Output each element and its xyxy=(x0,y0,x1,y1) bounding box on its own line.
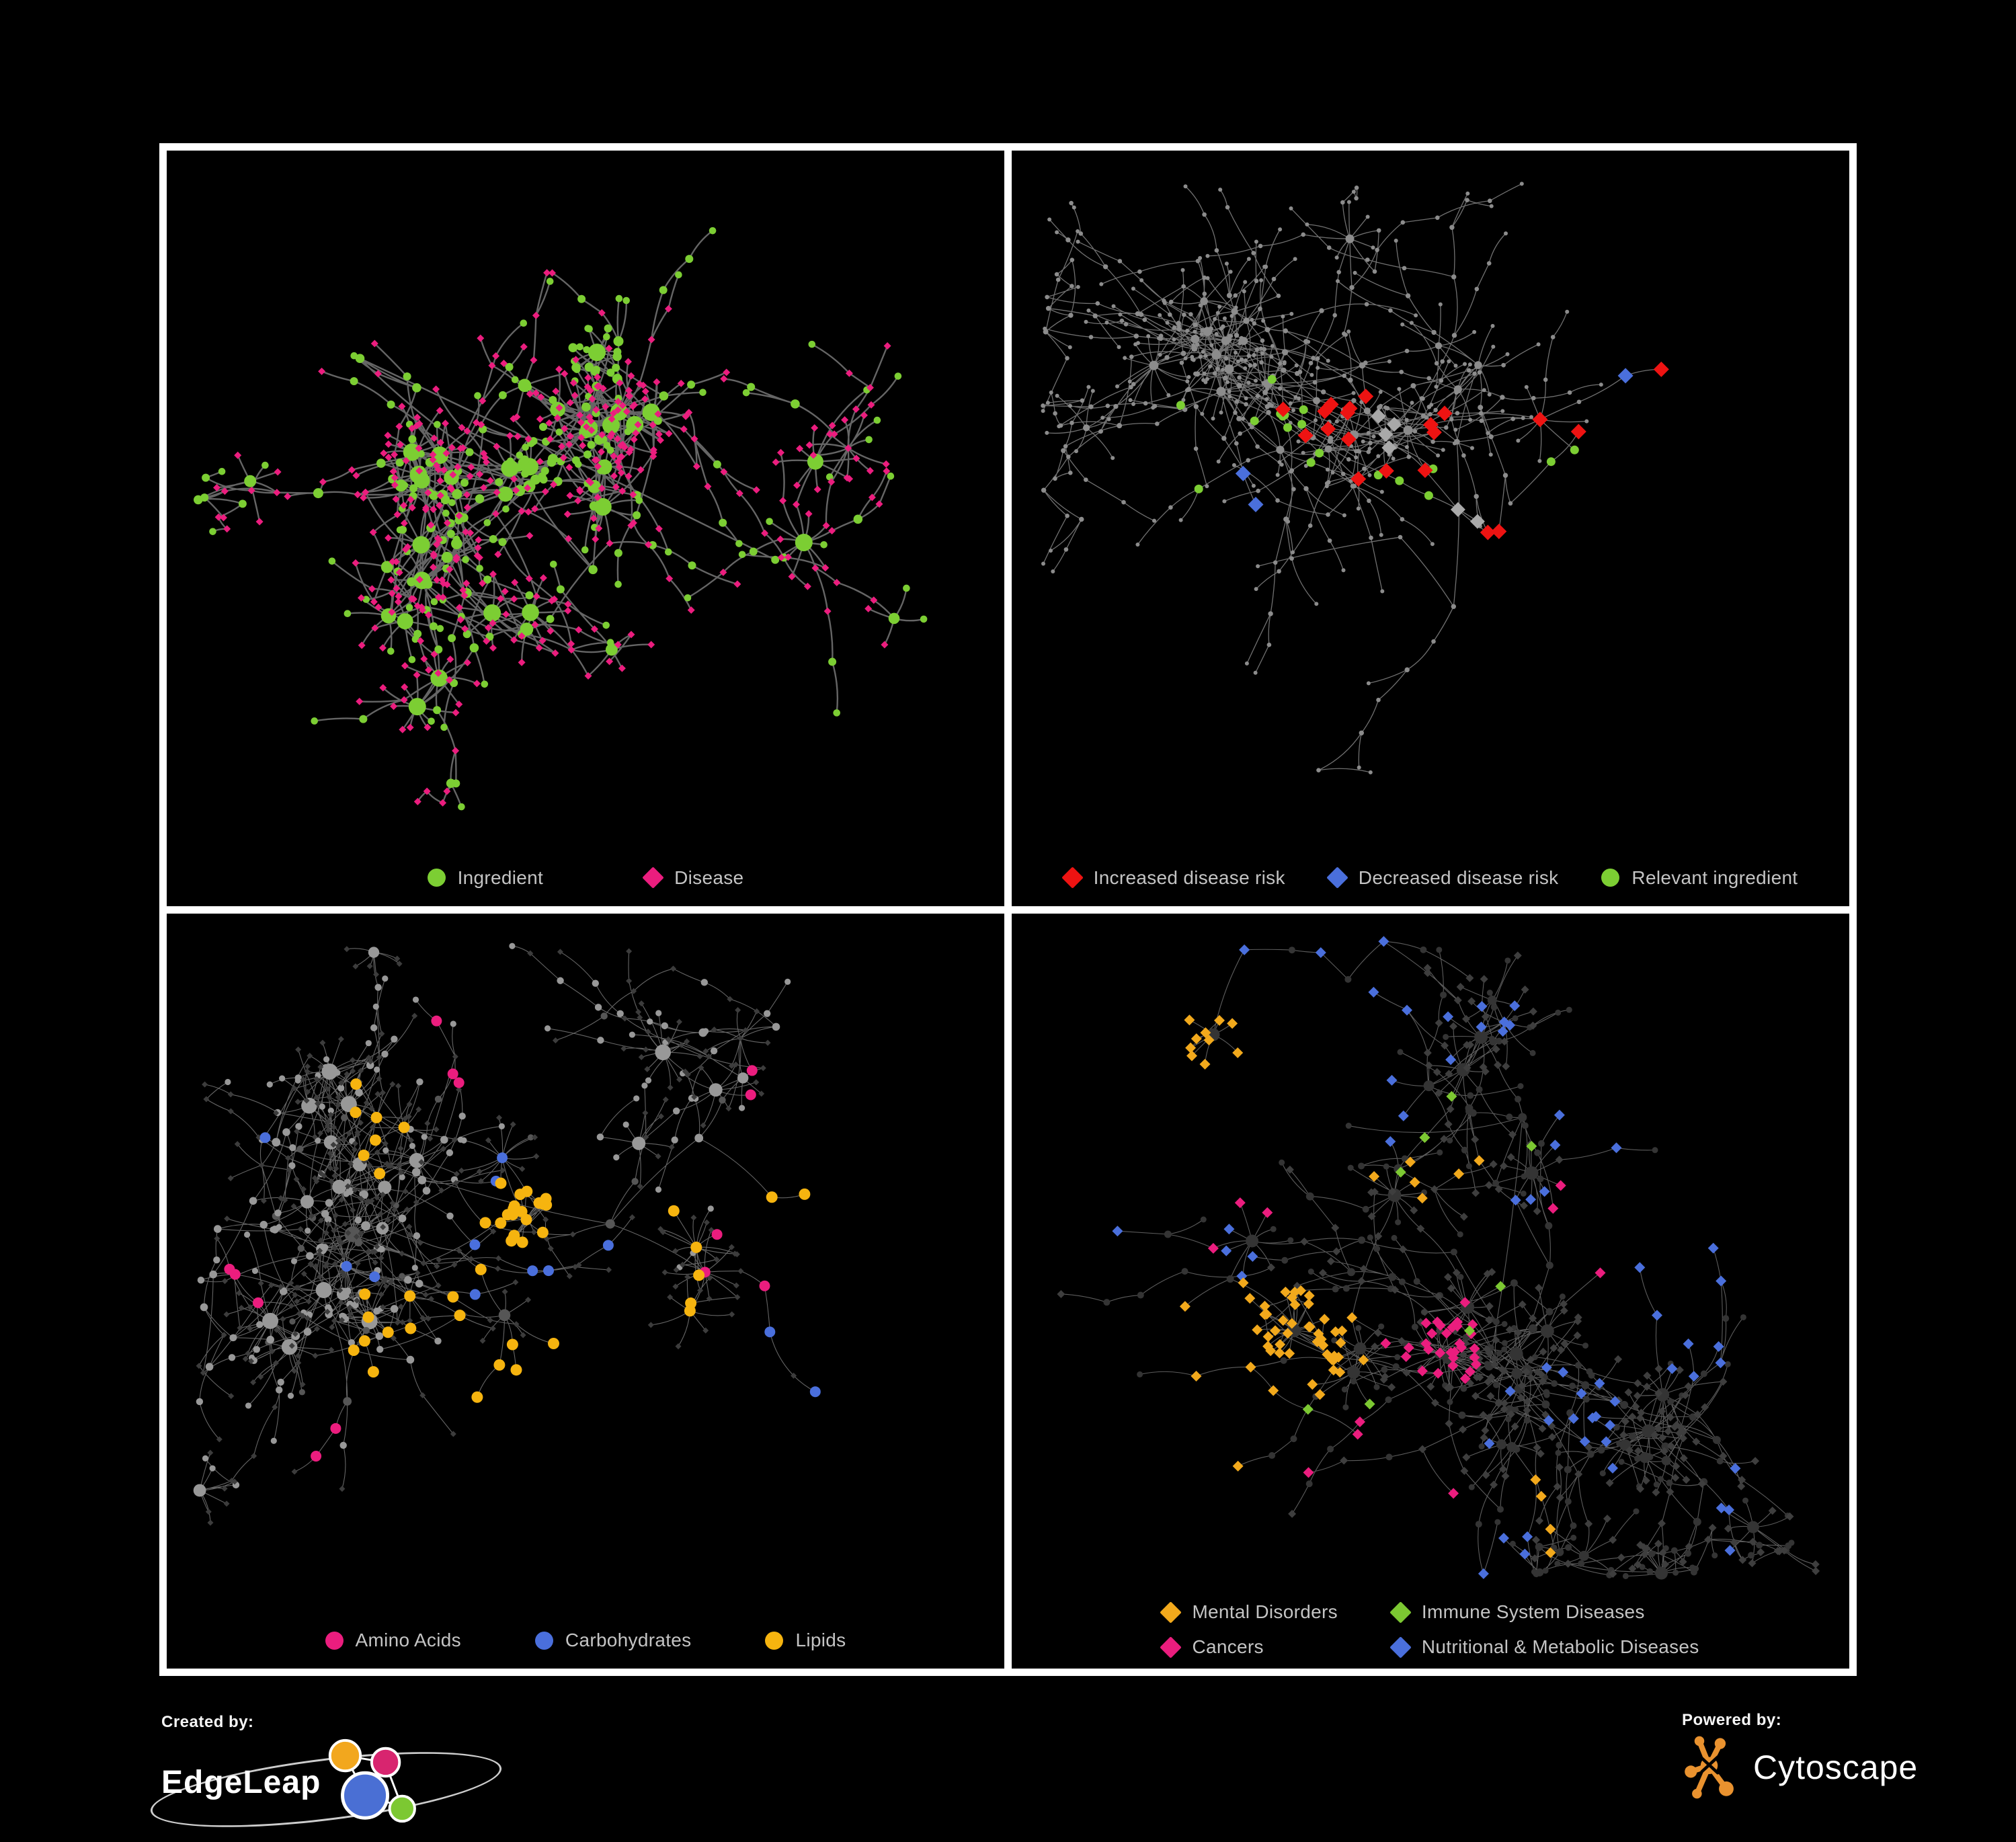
immune-system-marker-icon xyxy=(1389,1601,1412,1624)
nutritional-metabolic-marker-icon xyxy=(1389,1636,1412,1658)
panel-ingredient-classes: Amino Acids Carbohydrates Lipids xyxy=(167,913,1004,1669)
legend-item-mental-disorders: Mental Disorders xyxy=(1160,1601,1338,1624)
legend-label: Immune System Diseases xyxy=(1421,1601,1645,1622)
cancers-marker-icon xyxy=(1160,1636,1182,1658)
legend-ingredient-classes: Amino Acids Carbohydrates Lipids xyxy=(167,1630,1004,1651)
created-by-label: Created by: xyxy=(161,1713,254,1731)
legend-item-immune-system: Immune System Diseases xyxy=(1389,1601,1699,1624)
edgeleap-node-orange xyxy=(329,1738,362,1773)
legend-label: Mental Disorders xyxy=(1192,1601,1338,1622)
edgeleap-node-blue xyxy=(341,1771,390,1820)
panel-disease-categories: Mental Disorders Immune System Diseases … xyxy=(1012,913,1849,1669)
disease-marker-icon xyxy=(642,867,664,889)
legend-label: Lipids xyxy=(795,1630,846,1650)
edgeleap-node-green xyxy=(388,1794,417,1823)
legend-item-lipids: Lipids xyxy=(765,1630,846,1651)
legend-disease-risk: Increased disease risk Decreased disease… xyxy=(1012,867,1849,889)
edgeleap-wordmark: EdgeLeap xyxy=(161,1764,321,1800)
legend-item-amino-acids: Amino Acids xyxy=(325,1630,461,1651)
four-panel-grid: Ingredient Disease Increased disease ris… xyxy=(159,143,1857,1676)
relevant-ingredient-marker-icon xyxy=(1601,869,1620,887)
legend-label: Ingredient xyxy=(457,867,544,888)
legend-disease-categories: Mental Disorders Immune System Diseases … xyxy=(1012,1601,1849,1658)
decreased-risk-marker-icon xyxy=(1326,867,1348,889)
panel-ingredient-disease: Ingredient Disease xyxy=(167,151,1004,906)
carbohydrates-marker-icon xyxy=(534,1631,553,1650)
legend-label: Relevant ingredient xyxy=(1631,867,1798,888)
mental-disorders-marker-icon xyxy=(1160,1601,1182,1624)
network-disease-categories xyxy=(1057,935,1820,1580)
lipids-marker-icon xyxy=(765,1631,784,1650)
edgeleap-credit: Created by: EdgeLeap xyxy=(147,1713,506,1842)
network-ingredient-classes xyxy=(193,943,821,1526)
legend-label: Decreased disease risk xyxy=(1358,867,1559,888)
cytoscape-logo xyxy=(1685,1736,1734,1799)
ingredient-marker-icon xyxy=(427,869,446,887)
cytoscape-wordmark: Cytoscape xyxy=(1753,1749,1919,1786)
legend-label: Disease xyxy=(674,867,744,888)
legend-item-cancers: Cancers xyxy=(1160,1636,1337,1658)
edgeleap-node-magenta xyxy=(370,1747,401,1778)
legend-label: Increased disease risk xyxy=(1093,867,1285,888)
legend-label: Amino Acids xyxy=(355,1630,461,1650)
network-ingredient-disease xyxy=(194,227,928,811)
cytoscape-credit: Powered by: Cytoscape xyxy=(1682,1711,1918,1801)
legend-item-relevant-ingredient: Relevant ingredient xyxy=(1601,867,1798,889)
legend-item-carbohydrates: Carbohydrates xyxy=(534,1630,692,1651)
legend-label: Carbohydrates xyxy=(565,1630,692,1650)
legend-ingredient-disease: Ingredient Disease xyxy=(167,867,1004,889)
edgeleap-logo xyxy=(329,1738,417,1823)
legend-label: Nutritional & Metabolic Diseases xyxy=(1421,1636,1699,1657)
legend-item-disease: Disease xyxy=(642,867,744,889)
legend-label: Cancers xyxy=(1192,1636,1264,1657)
network-disease-risk xyxy=(1041,182,1669,774)
legend-item-ingredient: Ingredient xyxy=(427,867,544,889)
legend-item-decreased-risk: Decreased disease risk xyxy=(1326,867,1559,889)
legend-item-nutritional-metabolic: Nutritional & Metabolic Diseases xyxy=(1389,1636,1699,1658)
panel-disease-risk: Increased disease risk Decreased disease… xyxy=(1012,151,1849,906)
powered-by-label: Powered by: xyxy=(1682,1711,1782,1729)
legend-item-increased-risk: Increased disease risk xyxy=(1061,867,1285,889)
increased-risk-marker-icon xyxy=(1061,867,1084,889)
amino-acids-marker-icon xyxy=(325,1631,344,1650)
